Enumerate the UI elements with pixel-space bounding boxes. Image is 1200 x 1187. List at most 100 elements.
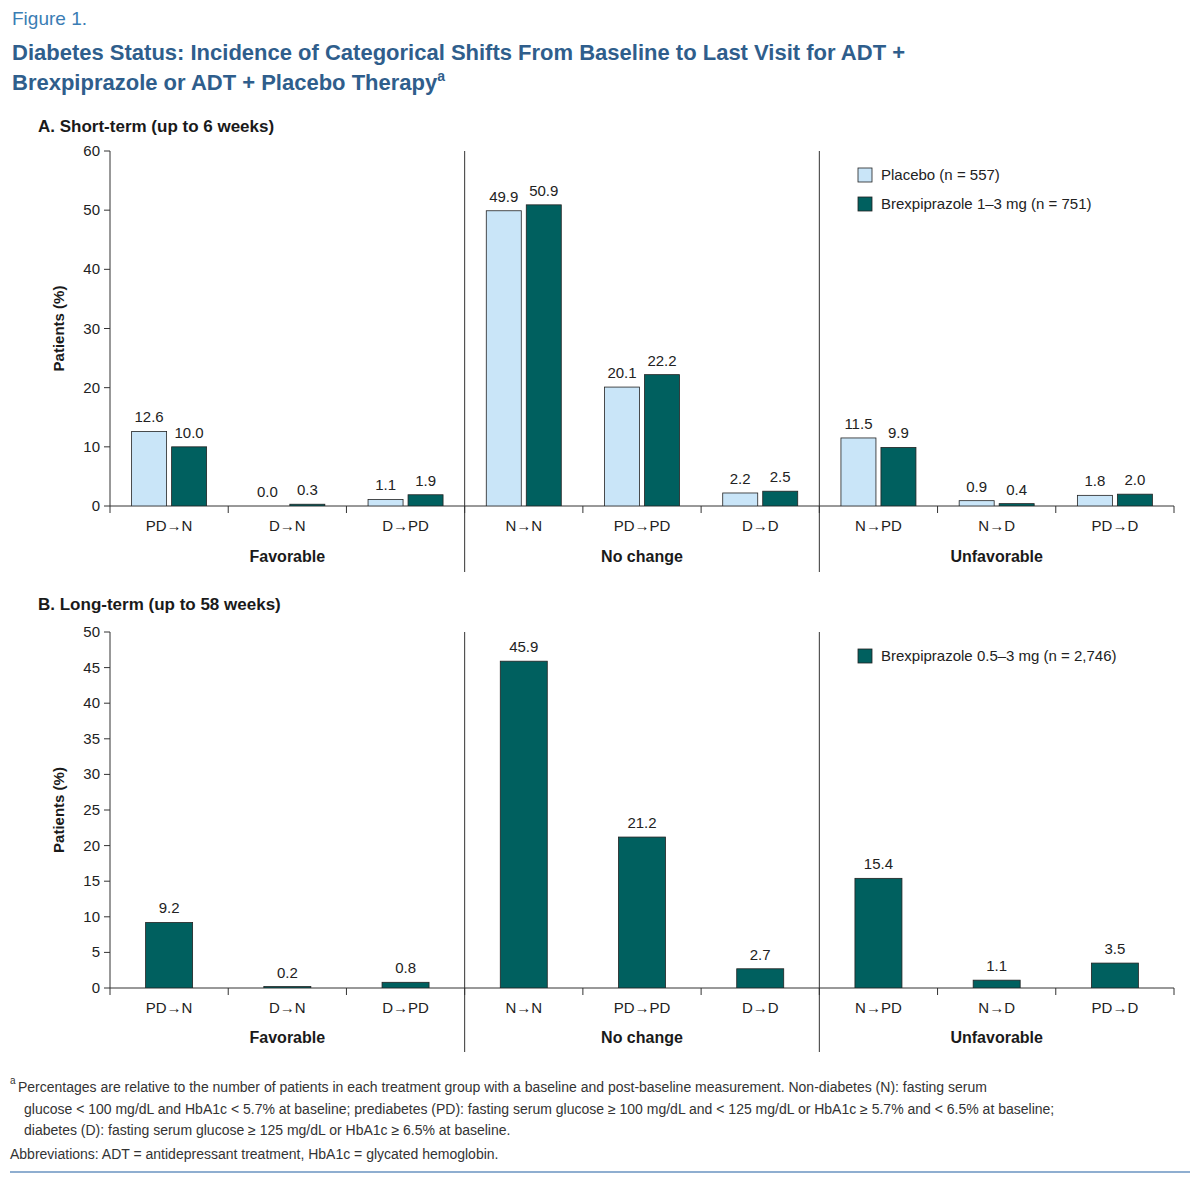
bars — [146, 661, 1139, 988]
data-label: 9.2 — [159, 899, 180, 916]
x-tick-label: N→D — [978, 517, 1015, 534]
y-tick-label: 25 — [83, 801, 100, 818]
title-superscript: a — [437, 68, 445, 84]
bar — [172, 447, 207, 506]
figure-title: Diabetes Status: Incidence of Categorica… — [12, 40, 905, 65]
data-label: 50.9 — [529, 182, 558, 199]
x-tick-label: D→N — [269, 517, 306, 534]
group-label: Favorable — [250, 1029, 326, 1046]
x-tick-label: PD→D — [1092, 517, 1139, 534]
data-label: 49.9 — [489, 188, 518, 205]
data-label: 22.2 — [647, 352, 676, 369]
x-tick-label: D→PD — [382, 517, 429, 534]
bar — [526, 205, 561, 506]
bar — [1077, 495, 1112, 506]
y-tick-label: 40 — [83, 260, 100, 277]
x-tick — [1055, 988, 1056, 995]
data-label: 2.7 — [750, 946, 771, 963]
y-tick — [104, 738, 110, 739]
x-tick — [346, 506, 347, 513]
y-tick — [104, 667, 110, 668]
legend: Placebo (n = 557) Brexpiprazole 1–3 mg (n… — [858, 166, 1092, 212]
y-tick-label: 30 — [83, 320, 100, 337]
data-label: 1.8 — [1084, 472, 1105, 489]
x-tick-label: N→PD — [855, 999, 902, 1016]
x-tick — [701, 506, 702, 513]
x-tick-label: PD→N — [146, 517, 193, 534]
footnote-marker: a — [10, 1075, 16, 1086]
chart-title: A. Short-term (up to 6 weeks) — [38, 117, 274, 136]
x-tick — [228, 506, 229, 513]
x-tick-label: D→N — [269, 999, 306, 1016]
chart-title: B. Long-term (up to 58 weeks) — [38, 595, 281, 614]
group-label: Favorable — [250, 548, 326, 565]
group-separator — [819, 632, 820, 1052]
data-label: 0.8 — [395, 959, 416, 976]
legend-label: Placebo (n = 557) — [881, 166, 1000, 183]
y-tick-label: 0 — [92, 497, 100, 514]
bar — [737, 969, 784, 988]
data-label: 15.4 — [864, 855, 893, 872]
bar — [382, 982, 429, 988]
bar — [146, 922, 193, 988]
x-tick-label: PD→PD — [614, 517, 671, 534]
y-tick-label: 30 — [83, 765, 100, 782]
legend-swatch — [858, 649, 872, 663]
x-tick — [701, 988, 702, 995]
data-label: 12.6 — [135, 408, 164, 425]
data-label: 2.0 — [1124, 471, 1145, 488]
data-label: 0.3 — [297, 481, 318, 498]
footnote-line: diabetes (D): fasting serum glucose ≥ 12… — [24, 1122, 510, 1138]
x-tick — [1174, 988, 1175, 995]
bar — [132, 431, 167, 506]
bar — [763, 491, 798, 506]
bar — [841, 438, 876, 506]
legend-label: Brexpiprazole 1–3 mg (n = 751) — [881, 195, 1092, 212]
y-tick — [104, 916, 110, 917]
x-tick-label: N→D — [978, 999, 1015, 1016]
bar — [250, 506, 285, 507]
y-tick — [104, 387, 110, 388]
y-tick-label: 10 — [83, 908, 100, 925]
y-tick-label: 10 — [83, 438, 100, 455]
data-label: 1.1 — [375, 476, 396, 493]
data-label: 0.2 — [277, 964, 298, 981]
group-label: No change — [601, 1029, 683, 1046]
chart: B. Long-term (up to 58 weeks)Patients (%… — [38, 595, 1174, 1052]
figure-label: Figure 1. — [12, 8, 87, 29]
data-label: 1.1 — [986, 957, 1007, 974]
y-tick — [104, 703, 110, 704]
x-tick-label: PD→PD — [614, 999, 671, 1016]
y-tick-label: 0 — [92, 979, 100, 996]
bar — [881, 447, 916, 506]
x-tick-label: N→N — [505, 517, 542, 534]
figure-title: Brexpiprazole or ADT + Placebo Therapya — [12, 68, 445, 95]
bar — [1091, 963, 1138, 988]
legend-label: Brexpiprazole 0.5–3 mg (n = 2,746) — [881, 647, 1117, 664]
x-tick — [1174, 506, 1175, 513]
bar — [605, 387, 640, 506]
bar — [959, 501, 994, 506]
bar — [264, 987, 311, 988]
data-label: 2.5 — [770, 468, 791, 485]
y-tick-label: 20 — [83, 379, 100, 396]
x-tick — [1055, 506, 1056, 513]
data-label: 0.4 — [1006, 481, 1027, 498]
y-tick — [104, 988, 110, 989]
bar — [408, 495, 443, 506]
group-separator — [464, 151, 465, 572]
footnote-line: glucose < 100 mg/dL and HbA1c < 5.7% at … — [24, 1101, 1054, 1117]
y-tick-label: 35 — [83, 730, 100, 747]
legend: Brexpiprazole 0.5–3 mg (n = 2,746) — [858, 647, 1117, 664]
data-labels: 9.20.20.845.921.22.715.41.13.5 — [159, 638, 1126, 980]
data-label: 3.5 — [1104, 940, 1125, 957]
bar — [619, 837, 666, 988]
y-tick — [104, 632, 110, 633]
y-tick — [104, 151, 110, 152]
data-label: 11.5 — [844, 415, 872, 432]
y-tick-label: 50 — [83, 623, 100, 640]
bars — [132, 205, 1153, 506]
bar — [500, 661, 547, 988]
bar — [1117, 494, 1152, 506]
y-tick — [104, 328, 110, 329]
